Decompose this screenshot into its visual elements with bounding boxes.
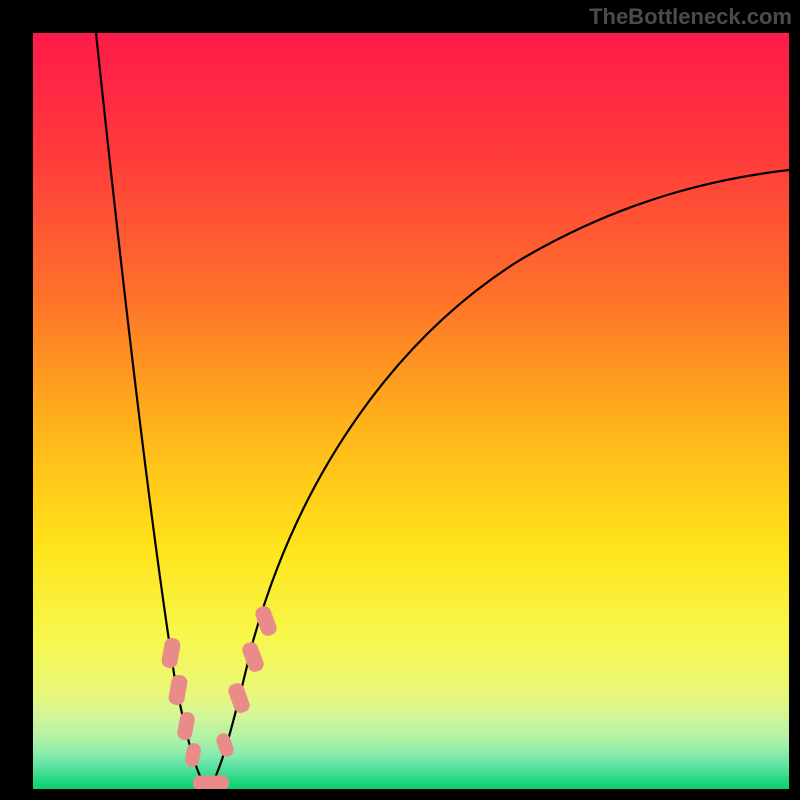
- chart-container: TheBottleneck.com: [0, 0, 800, 800]
- watermark-text: TheBottleneck.com: [589, 4, 792, 30]
- curve-marker: [193, 776, 229, 791]
- chart-svg: [0, 0, 800, 800]
- plot-background-gradient: [33, 33, 789, 789]
